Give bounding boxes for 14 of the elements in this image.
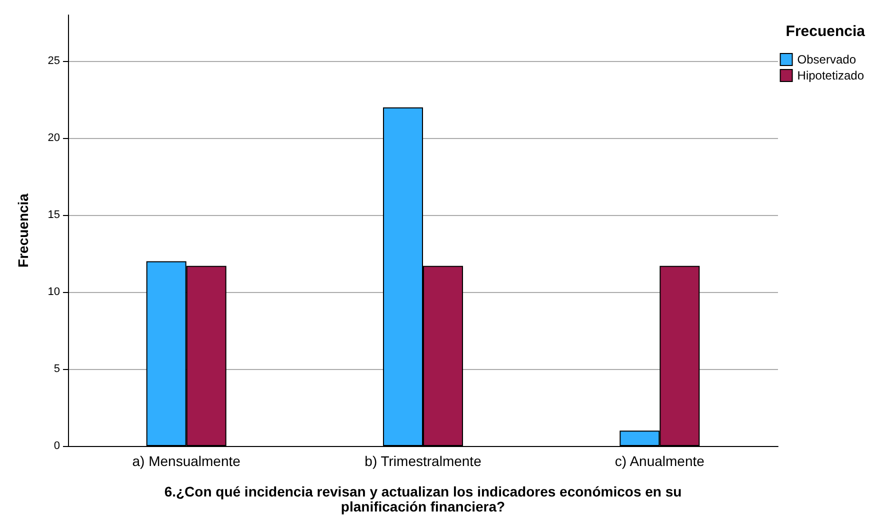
x-tick-label: c) Anualmente bbox=[614, 453, 705, 469]
x-tick-label: b) Trimestralmente bbox=[364, 453, 482, 469]
y-tick-label: 0 bbox=[54, 440, 60, 452]
y-tick-label: 25 bbox=[48, 55, 60, 68]
y-tick-label: 10 bbox=[48, 286, 60, 298]
y-tick-label: 15 bbox=[48, 209, 60, 222]
x-axis-title: 6.¿Con qué incidencia revisan y actualizan los indicadores económicos en su planificación financiera? bbox=[164, 484, 682, 514]
legend-label: Observado bbox=[797, 52, 856, 66]
y-axis-title: Frecuencia bbox=[15, 193, 31, 268]
legend-title: Frecuencia bbox=[786, 23, 866, 40]
y-tick-label: 20 bbox=[48, 132, 60, 144]
legend-label: Hipotetizado bbox=[797, 68, 864, 82]
x-tick-label: a) Mensualmente bbox=[132, 453, 241, 469]
y-tick-label: 5 bbox=[54, 363, 60, 376]
